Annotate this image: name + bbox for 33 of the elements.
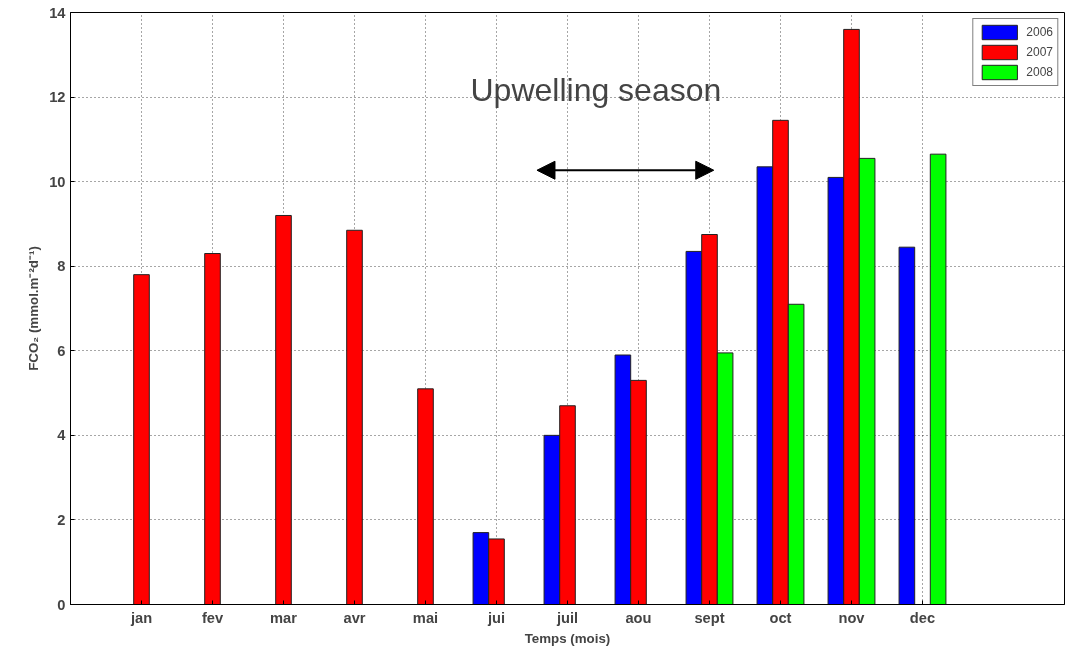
bar xyxy=(417,388,434,605)
bar xyxy=(204,253,221,605)
y-tick-label: 10 xyxy=(49,173,66,190)
bar xyxy=(133,274,150,605)
legend-label: 2008 xyxy=(1026,65,1053,79)
y-tick-label: 4 xyxy=(57,427,67,444)
x-tick-label: jan xyxy=(129,609,153,626)
legend-label: 2006 xyxy=(1026,25,1053,39)
x-tick-label: mai xyxy=(412,609,439,626)
x-tick-label: mar xyxy=(270,609,298,626)
legend-label: 2007 xyxy=(1026,45,1053,59)
x-tick-label: dec xyxy=(909,609,936,626)
bar xyxy=(929,153,947,605)
x-tick-label: juil xyxy=(555,609,579,626)
y-tick-label: 0 xyxy=(57,596,66,613)
x-axis-title: Temps (mois) xyxy=(524,630,611,646)
y-tick-label: 8 xyxy=(57,258,66,275)
bar xyxy=(346,229,363,605)
bar xyxy=(275,214,292,605)
y-tick-label: 6 xyxy=(57,342,66,359)
x-tick-label: avr xyxy=(343,609,366,626)
x-tick-label: oct xyxy=(769,609,792,626)
x-tick-label: nov xyxy=(838,609,866,626)
y-tick-label: 14 xyxy=(49,4,67,21)
annotation: Upwelling season xyxy=(470,71,722,108)
y-tick-label: 12 xyxy=(49,89,66,106)
x-tick-label: fev xyxy=(201,609,224,626)
x-tick-label: sept xyxy=(694,609,725,626)
x-tick-label: jui xyxy=(486,609,506,626)
y-axis-title: FCO₂ (mmol.m⁻²d⁻¹) xyxy=(26,246,42,371)
bar xyxy=(898,246,916,605)
y-tick-label: 2 xyxy=(57,511,66,528)
x-tick-label: aou xyxy=(625,609,652,626)
